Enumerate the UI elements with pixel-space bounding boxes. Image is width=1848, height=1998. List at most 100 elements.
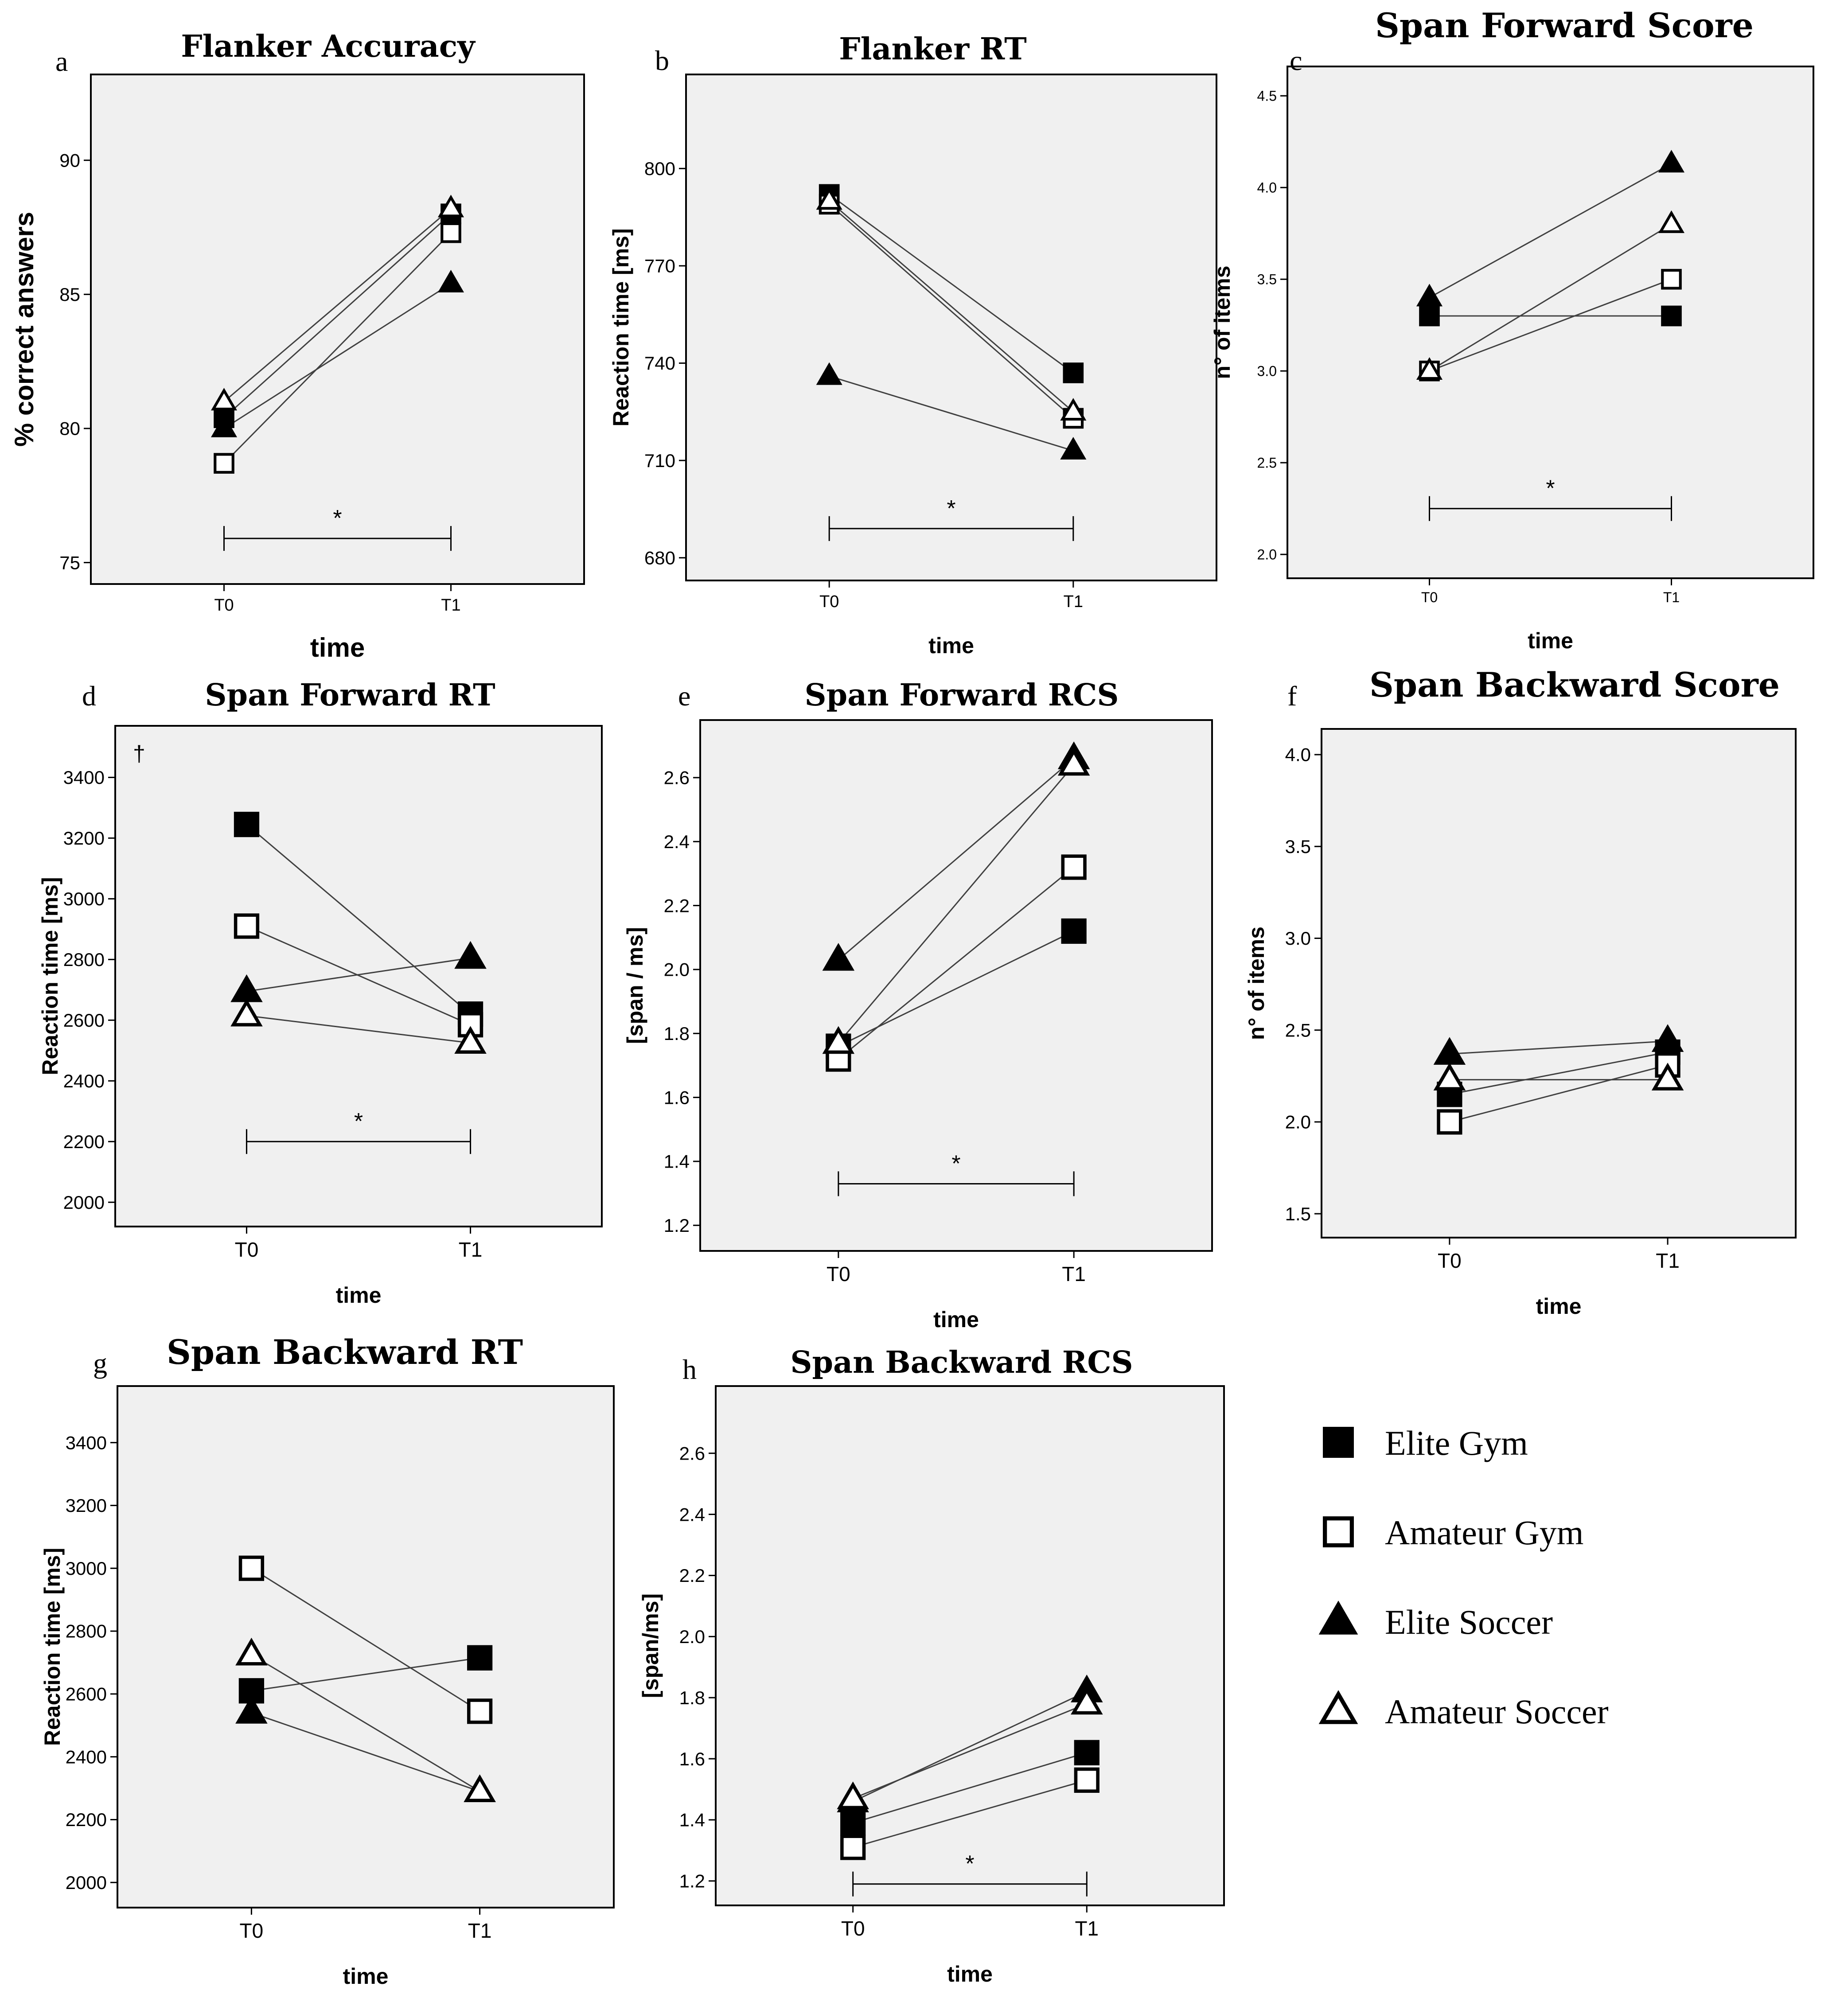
panel-letter: e	[678, 680, 690, 712]
y-tick-label: 770	[644, 256, 675, 277]
data-point	[1437, 1109, 1462, 1135]
y-axis-label: % correct answers	[9, 212, 39, 447]
x-tick-label: T0	[841, 1917, 865, 1940]
series-line	[251, 1654, 480, 1792]
series-line	[853, 1703, 1087, 1799]
series-line	[223, 232, 452, 464]
panel-letter: d	[82, 680, 96, 712]
significance-label: *	[1546, 476, 1555, 502]
series-line	[246, 824, 471, 1015]
data-point	[214, 453, 234, 474]
annotation-label: †	[133, 741, 145, 766]
x-tick-label: T1	[1656, 1249, 1680, 1272]
y-tick-label: 3000	[66, 1558, 107, 1579]
data-point	[822, 1026, 855, 1054]
significance-label: *	[354, 1109, 363, 1134]
data-point	[234, 811, 260, 837]
y-tick-label: 2.0	[1285, 1112, 1311, 1133]
y-tick-label: 3200	[63, 828, 105, 849]
data-point	[1416, 357, 1443, 380]
legend-label-amateur_soccer: Amateur Soccer	[1385, 1692, 1609, 1731]
data-point	[1071, 1686, 1103, 1715]
y-tick-label: 2.5	[1257, 455, 1277, 471]
plot-area	[114, 725, 603, 1227]
y-tick-label: 1.8	[679, 1687, 705, 1708]
y-tick-label: 710	[644, 450, 675, 471]
y-tick-label: 2.0	[679, 1626, 705, 1647]
legend-marker-elite_soccer	[1318, 1601, 1358, 1635]
data-point	[840, 1834, 866, 1860]
data-point	[837, 1781, 869, 1810]
y-axis-label: n° of items	[1244, 927, 1269, 1040]
data-point	[211, 414, 238, 437]
chart-title: Span Backward RCS	[790, 1345, 1133, 1380]
series-line	[246, 925, 471, 1025]
plot-area	[715, 1385, 1225, 1906]
data-point	[211, 388, 238, 411]
data-point	[822, 943, 855, 971]
x-tick-label: T0	[1438, 1249, 1462, 1272]
data-point	[234, 913, 260, 939]
series-line	[223, 208, 452, 402]
chart-panel-d: d Span Forward RT 2000 2200 2400 2600 2800 3000…	[38, 678, 603, 1308]
x-axis-label: time	[336, 1283, 382, 1308]
y-tick-label: 1.6	[664, 1087, 690, 1108]
series-line	[829, 203, 1074, 419]
y-tick-label: 2.5	[1285, 1020, 1311, 1040]
series-line	[1449, 1040, 1668, 1055]
x-axis-label: time	[343, 1964, 389, 1989]
significance-label: *	[965, 1851, 974, 1877]
x-tick-label: T0	[240, 1919, 264, 1942]
y-tick-label: 85	[59, 284, 80, 305]
legend-label-amateur_gym: Amateur Gym	[1385, 1513, 1583, 1552]
y-tick-label: 2.0	[1257, 546, 1277, 562]
chart-panel-e: e Span Forward RCS 1.2 1.4 1.6 1.8 2.0 2.2 2.4 2.…	[623, 678, 1213, 1332]
significance-label: *	[951, 1151, 960, 1176]
data-point	[1658, 210, 1685, 233]
legend-marker-amateur_soccer	[1318, 1690, 1358, 1724]
y-tick-label: 2.2	[664, 895, 690, 916]
plot-area	[90, 74, 585, 585]
data-point	[1658, 150, 1685, 173]
data-point	[816, 187, 842, 210]
panel-letter: h	[682, 1354, 697, 1385]
y-tick-label: 75	[59, 552, 80, 573]
series-line	[1429, 278, 1672, 372]
y-tick-label: 2.4	[679, 1504, 705, 1525]
y-tick-label: 2200	[66, 1809, 107, 1830]
y-tick-label: 1.4	[679, 1810, 705, 1831]
data-point	[441, 222, 461, 243]
y-tick-label: 800	[644, 158, 675, 179]
legend-label-elite_soccer: Elite Soccer	[1385, 1603, 1553, 1641]
series-line	[1429, 223, 1672, 372]
y-tick-label: 2400	[66, 1746, 107, 1767]
chart-title: Span Backward RT	[167, 1332, 523, 1372]
series-line	[829, 375, 1074, 452]
y-tick-label: 1.8	[664, 1023, 690, 1044]
data-point	[1416, 284, 1443, 307]
panel-letter: a	[55, 46, 68, 77]
y-tick-label: 2.6	[679, 1443, 705, 1464]
x-tick-label: T0	[235, 1238, 259, 1261]
y-axis-label: n° of items	[1210, 265, 1235, 379]
chart-panel-h: h Span Backward RCS 1.2 1.4 1.6 1.8 2.0 2.2 2.4 2…	[638, 1345, 1225, 1986]
chart-panel-b: b Flanker RT 680 710 740 770 800 T0 T1 time Reacti…	[608, 31, 1217, 658]
x-tick-label: T1	[1062, 1262, 1086, 1285]
x-tick-label: T1	[441, 596, 460, 615]
panel-letter: g	[93, 1348, 107, 1379]
data-point	[1651, 1024, 1684, 1052]
x-axis-label: time	[1528, 628, 1573, 653]
y-axis-label: Reaction time [ms]	[608, 228, 633, 426]
series-line	[223, 283, 452, 429]
series-line	[838, 764, 1075, 1044]
y-tick-label: 2200	[63, 1131, 105, 1152]
data-point	[816, 362, 842, 385]
panel-letter: b	[655, 45, 669, 76]
y-axis-label: Reaction time [ms]	[38, 877, 62, 1075]
data-point	[1661, 305, 1682, 327]
y-axis-label: [span/ms]	[638, 1593, 663, 1698]
plot-area	[1287, 66, 1814, 579]
plot-area	[117, 1385, 615, 1908]
series-line	[251, 1712, 480, 1792]
y-tick-label: 80	[59, 418, 80, 439]
